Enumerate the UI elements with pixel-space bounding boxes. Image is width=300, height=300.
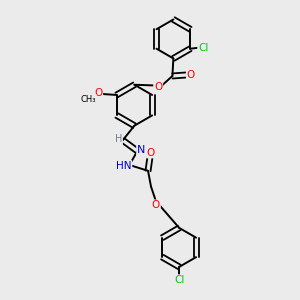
Text: O: O xyxy=(154,82,162,92)
Text: O: O xyxy=(94,88,102,98)
Text: Cl: Cl xyxy=(198,43,208,53)
Text: CH₃: CH₃ xyxy=(80,95,96,104)
Text: N: N xyxy=(137,145,146,155)
Text: O: O xyxy=(147,148,155,158)
Text: H: H xyxy=(115,134,122,144)
Text: HN: HN xyxy=(116,161,131,171)
Text: Cl: Cl xyxy=(174,275,184,285)
Text: O: O xyxy=(187,70,195,80)
Text: O: O xyxy=(152,200,160,210)
